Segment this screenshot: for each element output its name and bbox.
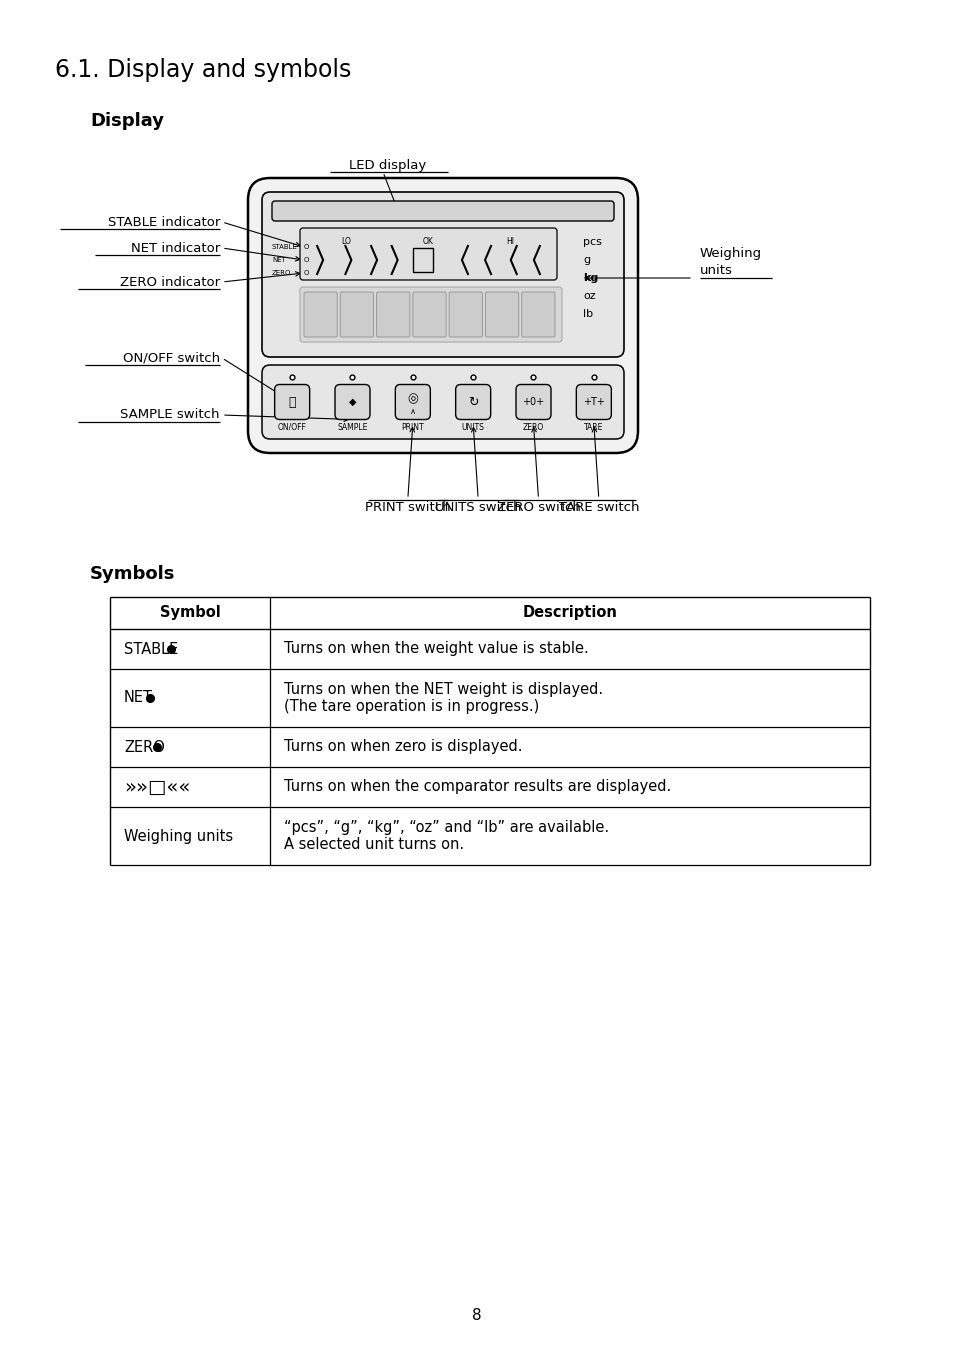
FancyBboxPatch shape: [335, 385, 370, 420]
Text: Symbols: Symbols: [90, 566, 175, 583]
Text: O: O: [304, 244, 309, 250]
FancyBboxPatch shape: [395, 385, 430, 420]
FancyBboxPatch shape: [272, 201, 614, 221]
Text: lb: lb: [582, 309, 593, 319]
Text: oz: oz: [582, 292, 595, 301]
Text: kg: kg: [582, 273, 598, 284]
Text: Turns on when zero is displayed.: Turns on when zero is displayed.: [284, 740, 522, 755]
FancyBboxPatch shape: [248, 178, 638, 454]
Text: STABLE: STABLE: [272, 244, 297, 250]
FancyBboxPatch shape: [262, 364, 623, 439]
Text: ⏻: ⏻: [288, 396, 295, 409]
FancyBboxPatch shape: [449, 292, 482, 338]
Text: TARE: TARE: [583, 423, 603, 432]
Text: +0+: +0+: [522, 397, 544, 406]
Text: TARE switch: TARE switch: [558, 501, 639, 514]
Text: O: O: [304, 256, 309, 263]
FancyBboxPatch shape: [274, 385, 310, 420]
Text: Turns on when the weight value is stable.: Turns on when the weight value is stable…: [284, 641, 588, 656]
Text: Description: Description: [522, 606, 617, 621]
Text: SAMPLE switch: SAMPLE switch: [120, 409, 220, 421]
FancyBboxPatch shape: [299, 228, 557, 279]
FancyBboxPatch shape: [576, 385, 611, 420]
Text: Weighing units: Weighing units: [124, 829, 233, 844]
FancyBboxPatch shape: [485, 292, 518, 338]
Text: ON/OFF: ON/OFF: [277, 423, 306, 432]
FancyBboxPatch shape: [521, 292, 555, 338]
FancyBboxPatch shape: [413, 292, 446, 338]
Text: NET: NET: [124, 690, 152, 706]
Text: UNITS: UNITS: [461, 423, 484, 432]
Text: ↻: ↻: [467, 396, 477, 409]
Text: g: g: [582, 255, 590, 265]
Text: ◆: ◆: [349, 397, 355, 406]
Text: O: O: [304, 270, 309, 275]
Text: 6.1. Display and symbols: 6.1. Display and symbols: [55, 58, 351, 82]
Text: ZERO indicator: ZERO indicator: [120, 275, 220, 289]
Text: PRINT: PRINT: [401, 423, 424, 432]
Text: pcs: pcs: [582, 238, 601, 247]
Text: “pcs”, “g”, “kg”, “oz” and “lb” are available.
A selected unit turns on.: “pcs”, “g”, “kg”, “oz” and “lb” are avai…: [284, 819, 608, 852]
Text: ZERO: ZERO: [522, 423, 543, 432]
Text: SAMPLE: SAMPLE: [337, 423, 367, 432]
FancyBboxPatch shape: [299, 288, 561, 342]
FancyBboxPatch shape: [304, 292, 337, 338]
Text: NET indicator: NET indicator: [131, 242, 220, 255]
Text: HI: HI: [506, 238, 515, 246]
FancyBboxPatch shape: [262, 192, 623, 356]
FancyBboxPatch shape: [516, 385, 551, 420]
Bar: [413, 248, 433, 271]
Text: »»□««: »»□««: [124, 778, 191, 796]
FancyBboxPatch shape: [456, 385, 490, 420]
Text: 8: 8: [472, 1308, 481, 1323]
Text: ∧: ∧: [410, 408, 416, 416]
Text: +T+: +T+: [582, 397, 604, 406]
Text: LED display: LED display: [349, 159, 426, 171]
Text: STABLE indicator: STABLE indicator: [108, 216, 220, 228]
Text: PRINT switch: PRINT switch: [365, 501, 450, 514]
Text: Turns on when the NET weight is displayed.
(The tare operation is in progress.): Turns on when the NET weight is displaye…: [284, 682, 602, 714]
Text: UNITS switch: UNITS switch: [435, 501, 521, 514]
FancyBboxPatch shape: [340, 292, 374, 338]
Text: ZERO: ZERO: [272, 270, 291, 275]
Text: ZERO: ZERO: [124, 740, 165, 755]
Text: STABLE: STABLE: [124, 641, 178, 656]
Text: Weighing: Weighing: [700, 247, 761, 261]
Text: OK: OK: [422, 238, 434, 246]
Text: Display: Display: [90, 112, 164, 130]
Text: units: units: [700, 263, 732, 277]
Text: ON/OFF switch: ON/OFF switch: [123, 351, 220, 364]
Text: Turns on when the comparator results are displayed.: Turns on when the comparator results are…: [284, 779, 671, 795]
Text: Symbol: Symbol: [159, 606, 220, 621]
FancyBboxPatch shape: [376, 292, 410, 338]
Text: NET: NET: [272, 256, 286, 263]
Text: ◎: ◎: [407, 393, 417, 405]
Text: ZERO switch: ZERO switch: [497, 501, 579, 514]
Text: LO: LO: [341, 238, 351, 246]
